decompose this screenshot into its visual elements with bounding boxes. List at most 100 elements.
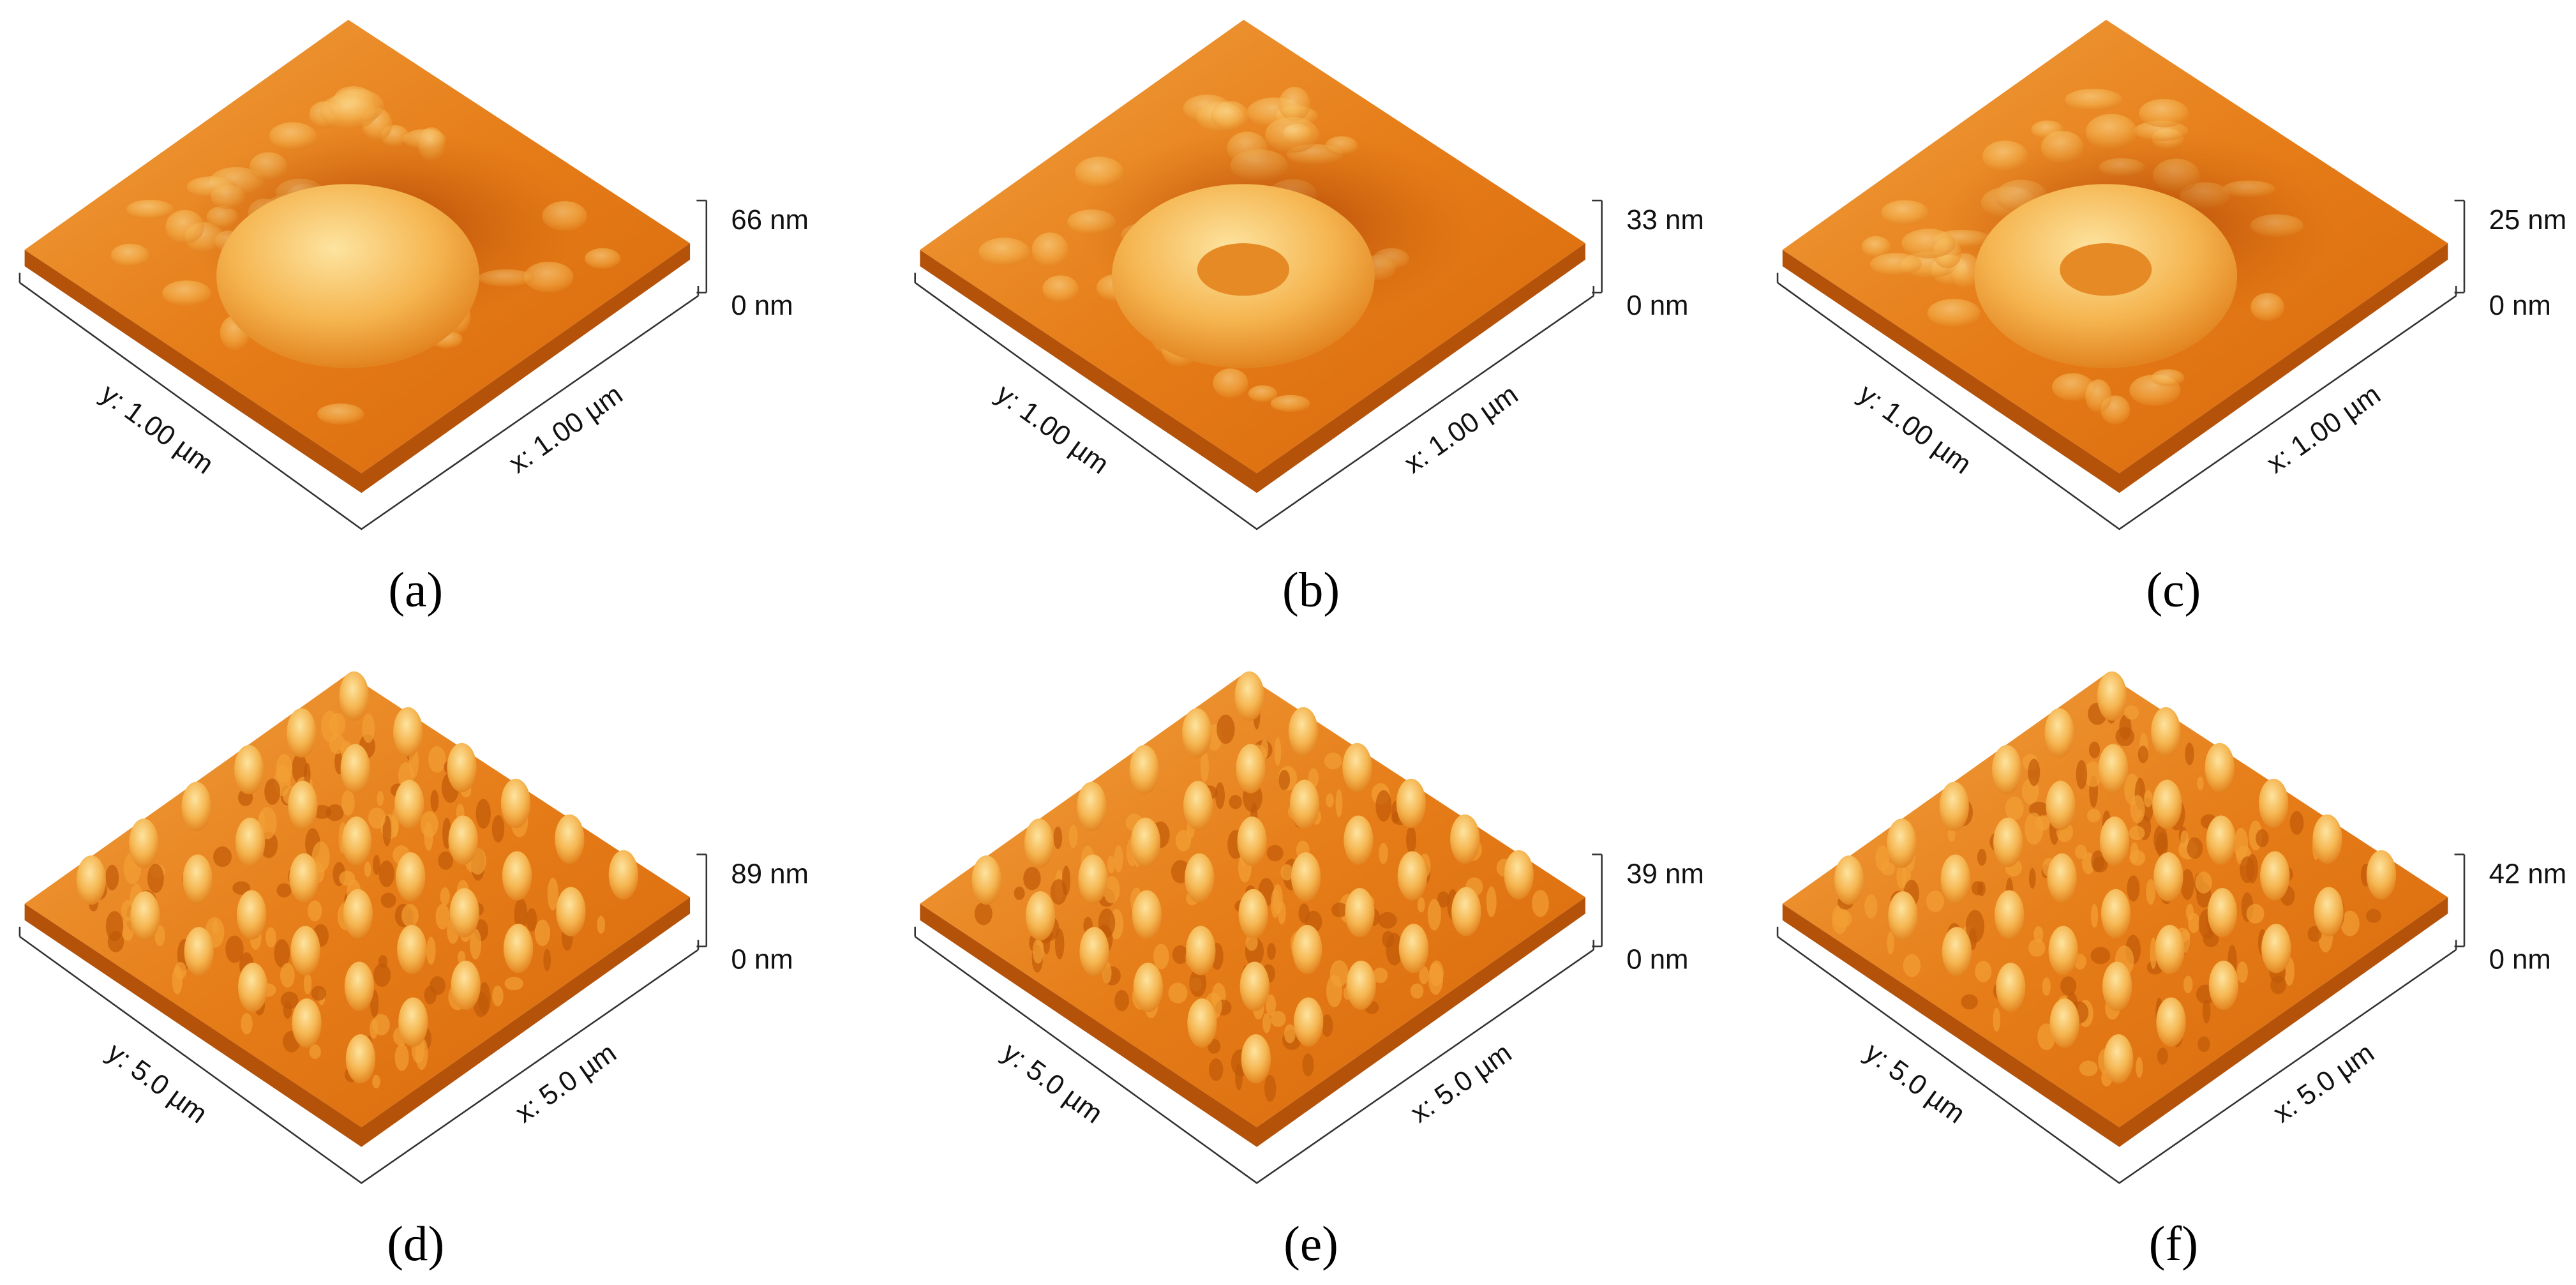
pillar — [451, 960, 481, 1011]
grain — [2152, 369, 2185, 386]
pillar — [2044, 708, 2074, 758]
grain — [1410, 983, 1424, 999]
grain — [1927, 299, 1981, 327]
x-axis-label: x: 5.0 µm — [509, 1037, 622, 1129]
pillar — [1130, 817, 1161, 868]
grain — [504, 977, 523, 991]
grain — [2090, 903, 2099, 928]
grain — [1486, 886, 1497, 917]
grain — [364, 861, 371, 878]
grain — [2198, 1036, 2210, 1053]
y-axis-label: y: 1.00 µm — [991, 378, 1115, 480]
pillar — [1995, 890, 2025, 940]
pillar — [555, 814, 585, 864]
grain — [526, 908, 537, 932]
grain — [2202, 998, 2211, 1024]
pillar — [2314, 887, 2344, 936]
pillar — [448, 815, 478, 865]
grain — [1248, 385, 1278, 402]
grain — [1270, 395, 1310, 412]
grain — [1977, 848, 1987, 866]
pillar — [2261, 924, 2291, 973]
grain — [1014, 886, 1025, 900]
grain — [264, 778, 281, 805]
grain — [1209, 1058, 1224, 1081]
grain — [162, 280, 211, 306]
grain — [1114, 845, 1123, 873]
grain — [420, 811, 438, 838]
grain — [1378, 912, 1397, 929]
pillar — [1344, 815, 1374, 865]
pillar — [345, 1034, 376, 1084]
grain — [2365, 908, 2381, 923]
pillar — [1133, 963, 1164, 1012]
grain — [1042, 275, 1079, 303]
grain — [341, 790, 355, 816]
pillar — [344, 961, 375, 1011]
grain — [430, 790, 439, 812]
pillar — [2206, 815, 2236, 865]
grain — [978, 237, 1030, 266]
pillar — [1942, 927, 1972, 977]
grain — [1329, 960, 1349, 987]
pillar — [447, 742, 477, 793]
pillar — [181, 781, 211, 831]
grain — [1172, 945, 1188, 964]
grain — [339, 871, 356, 886]
y-axis-label: y: 1.00 µm — [1853, 378, 1977, 480]
grain — [317, 403, 364, 425]
grain — [2115, 726, 2135, 746]
grain — [2079, 1060, 2098, 1076]
pillar — [2098, 744, 2129, 793]
pillar — [2208, 960, 2239, 1011]
grain — [1417, 897, 1425, 913]
pillar — [290, 926, 320, 975]
pillar — [1288, 707, 1319, 757]
pillar — [1237, 816, 1267, 866]
grain — [292, 753, 308, 784]
grain — [2180, 869, 2194, 900]
grain — [2085, 379, 2112, 412]
feature-hole — [2060, 243, 2152, 296]
pillar — [2048, 926, 2078, 975]
afm-panel: 66 nm 0 nm y: 1.00 µm x: 1.00 µm (a) — [19, 19, 809, 617]
pillar — [339, 671, 369, 721]
pillar — [1887, 818, 1917, 868]
pillar — [130, 891, 160, 941]
pillar — [287, 708, 317, 758]
pillar — [1024, 818, 1054, 868]
grain — [2075, 844, 2087, 859]
grain — [1050, 879, 1067, 905]
grain — [232, 881, 251, 895]
grain — [1229, 795, 1242, 809]
pillar — [393, 707, 423, 757]
grain — [1264, 1074, 1277, 1102]
grain — [1901, 229, 1956, 259]
pillar — [1451, 887, 1481, 936]
grain — [1961, 994, 1978, 1010]
grain — [1031, 232, 1068, 267]
grain — [2129, 825, 2145, 841]
grain — [2129, 850, 2146, 866]
grain — [1321, 1014, 1333, 1037]
grain — [373, 963, 391, 987]
pillar — [2366, 850, 2397, 900]
grain — [1098, 908, 1116, 938]
grain — [394, 1044, 409, 1071]
pillar — [1292, 924, 1322, 975]
grain — [1278, 87, 1310, 122]
grain — [1213, 368, 1248, 398]
pillar — [2260, 851, 2290, 901]
grain — [1032, 938, 1044, 964]
grain — [2029, 868, 2036, 889]
grain — [2256, 829, 2269, 848]
axis — [914, 282, 1594, 530]
grain — [1053, 826, 1063, 850]
grain — [2236, 961, 2248, 983]
pillar — [396, 852, 426, 902]
grain — [362, 713, 375, 744]
grain — [377, 790, 384, 806]
pillar — [1342, 742, 1372, 793]
grain — [491, 815, 505, 843]
